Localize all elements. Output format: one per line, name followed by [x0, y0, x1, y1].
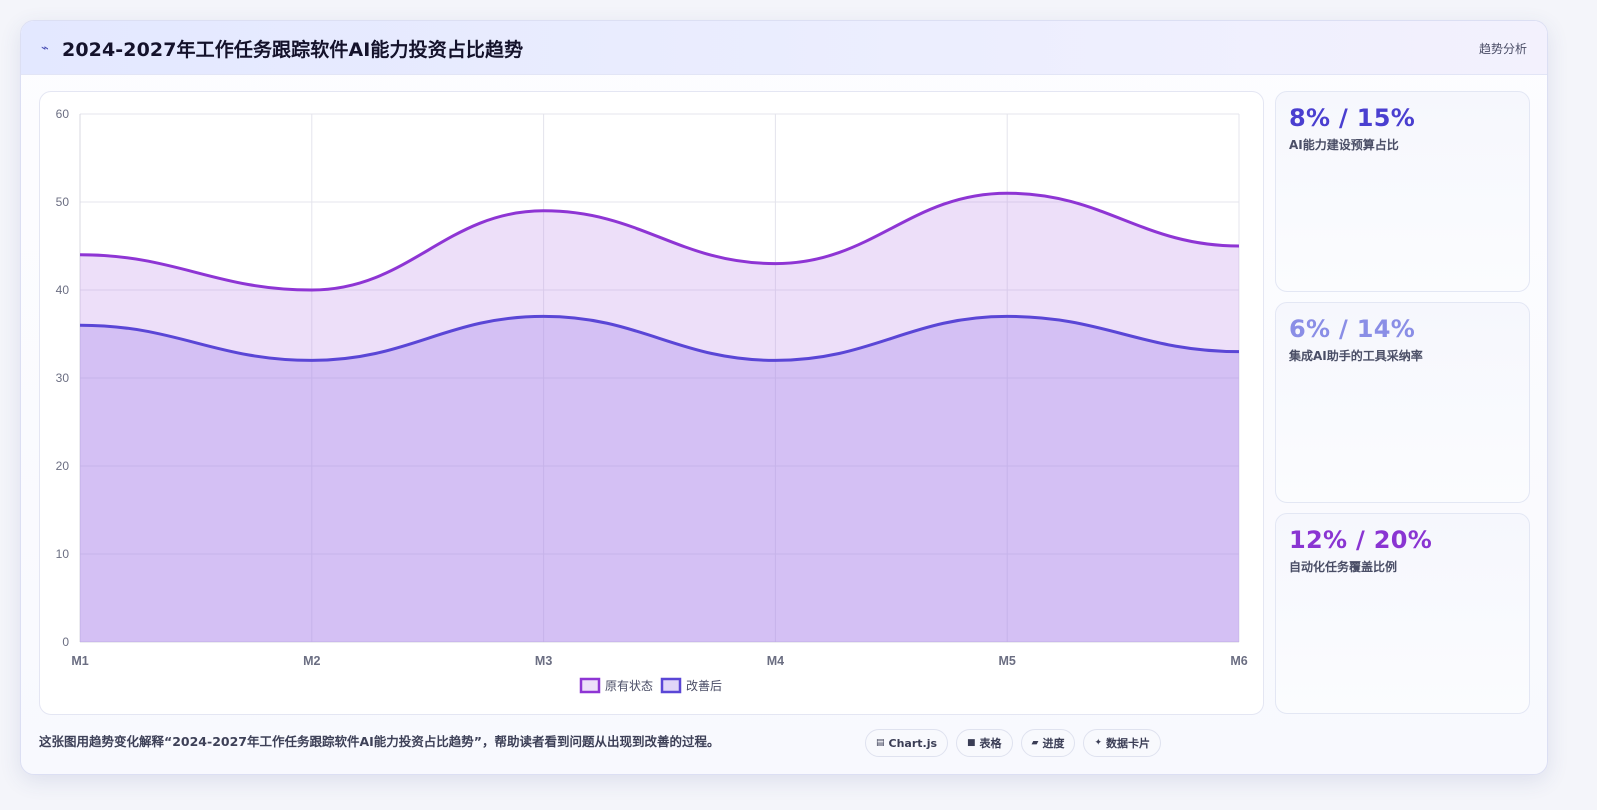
- y-tick-label: 0: [62, 635, 69, 649]
- x-tick-label: M2: [303, 654, 320, 668]
- pill-label: 进度: [1042, 737, 1065, 750]
- y-tick-label: 50: [56, 195, 70, 209]
- legend-label: 改善后: [686, 678, 722, 693]
- stat-value: 12% / 20%: [1289, 526, 1433, 554]
- header-tag: 趋势分析: [1478, 42, 1527, 56]
- page-title: 2024-2027年工作任务跟踪软件AI能力投资占比趋势: [62, 39, 524, 61]
- stat-card-adoption: 6% / 14% 集成AI助手的工具采纳率: [1275, 302, 1530, 503]
- legend-swatch: [579, 677, 601, 694]
- x-tick-label: M5: [999, 654, 1016, 668]
- y-tick-label: 40: [56, 283, 70, 297]
- x-tick-label: M4: [767, 654, 784, 668]
- area-chart: 0 10 20 30 40 50 60 M1 M2 M3 M4 M5 M6 原有状态 改善后: [56, 107, 1248, 694]
- chart-description: 这张图用趋势变化解释“2024-2027年工作任务跟踪软件AI能力投资占比趋势”…: [39, 734, 720, 749]
- chart-icon: ▤: [876, 738, 885, 748]
- pill-progress[interactable]: ▰ 进度: [1020, 729, 1076, 757]
- y-tick-label: 10: [56, 547, 70, 561]
- stat-label: AI能力建设预算占比: [1289, 138, 1399, 152]
- series-area: [80, 193, 1239, 642]
- chart-panel: 0 10 20 30 40 50 60 M1 M2 M3 M4 M5 M6 原有状态 改善后: [39, 91, 1264, 715]
- y-tick-label: 20: [56, 459, 70, 473]
- pill-label: Chart.js: [888, 736, 938, 750]
- pill-label: 表格: [979, 737, 1002, 750]
- series-area: [80, 316, 1239, 642]
- stat-value: 6% / 14%: [1289, 315, 1416, 343]
- legend-label: 原有状态: [605, 679, 653, 693]
- series-line: [79, 191, 1240, 292]
- chart-card: ⌁ 2024-2027年工作任务跟踪软件AI能力投资占比趋势 趋势分析 0 10 2…: [20, 20, 1548, 775]
- stat-label: 集成AI助手的工具采纳率: [1289, 349, 1423, 363]
- legend-swatch: [660, 677, 682, 694]
- y-tick-label: 30: [56, 371, 70, 385]
- stat-card-budget: 8% / 15% AI能力建设预算占比: [1275, 91, 1530, 292]
- progress-icon: ▰: [1031, 738, 1039, 748]
- x-tick-label: M6: [1230, 654, 1247, 668]
- sparkle-icon: ✦: [1094, 738, 1103, 748]
- trend-icon: ⌁: [41, 41, 49, 56]
- pill-label: 数据卡片: [1106, 737, 1151, 750]
- stat-label: 自动化任务覆盖比例: [1289, 560, 1398, 574]
- stat-card-automation: 12% / 20% 自动化任务覆盖比例: [1275, 513, 1530, 714]
- table-icon: ■: [967, 738, 976, 748]
- pill-data-card[interactable]: ✦ 数据卡片: [1083, 729, 1162, 757]
- pill-chartjs[interactable]: ▤ Chart.js: [865, 729, 949, 757]
- y-tick-label: 60: [56, 107, 70, 121]
- tool-pills: ▤ Chart.js ■ 表格 ▰ 进度 ✦ 数据卡片: [865, 729, 1162, 757]
- stat-value: 8% / 15%: [1289, 104, 1416, 132]
- pill-table[interactable]: ■ 表格: [956, 729, 1013, 757]
- card-header: ⌁ 2024-2027年工作任务跟踪软件AI能力投资占比趋势 趋势分析: [21, 21, 1547, 75]
- x-tick-label: M3: [535, 654, 552, 668]
- series-line: [79, 314, 1240, 362]
- x-tick-label: M1: [71, 654, 88, 668]
